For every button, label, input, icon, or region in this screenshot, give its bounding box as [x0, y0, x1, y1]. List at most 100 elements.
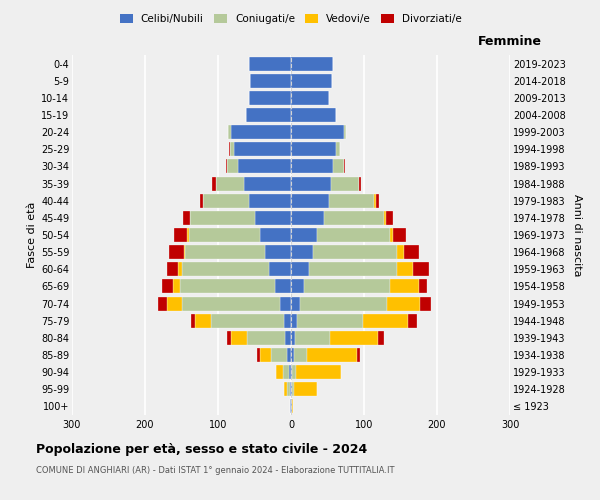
Bar — [356, 348, 359, 362]
Bar — [296, 365, 341, 379]
Bar — [250, 91, 291, 105]
Bar — [307, 348, 356, 362]
Bar — [359, 176, 361, 190]
Bar — [393, 228, 406, 242]
Bar — [246, 108, 291, 122]
Bar — [295, 331, 331, 345]
Bar — [291, 314, 297, 328]
Bar — [287, 348, 291, 362]
Bar — [180, 280, 275, 293]
Bar — [290, 400, 291, 413]
Bar — [287, 382, 290, 396]
Bar — [257, 348, 260, 362]
Bar — [173, 280, 180, 293]
Bar — [336, 142, 340, 156]
Bar — [324, 211, 384, 225]
Bar — [283, 365, 289, 379]
Bar — [292, 382, 294, 396]
Bar — [260, 348, 271, 362]
Bar — [374, 194, 376, 207]
Bar — [265, 245, 291, 259]
Bar — [376, 194, 379, 207]
Bar — [291, 280, 304, 293]
Bar — [162, 280, 173, 293]
Bar — [291, 125, 344, 139]
Bar — [169, 245, 184, 259]
Bar — [292, 365, 296, 379]
Bar — [275, 280, 291, 293]
Bar — [174, 228, 187, 242]
Bar — [158, 296, 167, 310]
Bar — [291, 142, 336, 156]
Bar — [185, 245, 265, 259]
Bar — [390, 280, 419, 293]
Bar — [388, 296, 420, 310]
Bar — [280, 296, 291, 310]
Bar — [362, 314, 408, 328]
Bar — [389, 228, 393, 242]
Bar — [332, 160, 344, 173]
Bar — [413, 262, 429, 276]
Bar — [408, 314, 416, 328]
Bar — [331, 176, 359, 190]
Bar — [291, 382, 292, 396]
Bar — [397, 245, 404, 259]
Bar — [250, 56, 291, 70]
Bar — [238, 160, 291, 173]
Bar — [167, 296, 182, 310]
Bar — [231, 125, 291, 139]
Bar — [294, 382, 317, 396]
Bar — [291, 194, 329, 207]
Text: Femmine: Femmine — [478, 35, 542, 48]
Bar — [254, 211, 291, 225]
Bar — [290, 382, 291, 396]
Bar — [178, 262, 182, 276]
Bar — [284, 382, 287, 396]
Bar — [285, 331, 291, 345]
Bar — [189, 228, 260, 242]
Bar — [378, 331, 384, 345]
Bar — [203, 194, 248, 207]
Bar — [227, 160, 238, 173]
Bar — [291, 296, 300, 310]
Bar — [194, 314, 211, 328]
Bar — [291, 176, 331, 190]
Bar — [184, 245, 185, 259]
Bar — [291, 331, 295, 345]
Bar — [291, 245, 313, 259]
Bar — [190, 211, 254, 225]
Bar — [275, 365, 283, 379]
Bar — [187, 228, 189, 242]
Bar — [250, 74, 291, 88]
Bar — [227, 331, 231, 345]
Bar — [291, 108, 336, 122]
Bar — [291, 91, 329, 105]
Bar — [191, 314, 194, 328]
Bar — [344, 125, 346, 139]
Bar — [291, 365, 292, 379]
Bar — [384, 211, 386, 225]
Bar — [228, 125, 231, 139]
Bar — [331, 331, 378, 345]
Bar — [244, 176, 291, 190]
Bar — [211, 314, 284, 328]
Y-axis label: Anni di nascita: Anni di nascita — [572, 194, 583, 276]
Bar — [212, 176, 216, 190]
Bar — [269, 262, 291, 276]
Bar — [260, 228, 291, 242]
Bar — [291, 262, 309, 276]
Bar — [309, 262, 397, 276]
Bar — [271, 348, 287, 362]
Bar — [167, 262, 178, 276]
Y-axis label: Fasce di età: Fasce di età — [26, 202, 37, 268]
Bar — [404, 245, 419, 259]
Bar — [226, 160, 227, 173]
Legend: Celibi/Nubili, Coniugati/e, Vedovi/e, Divorziati/e: Celibi/Nubili, Coniugati/e, Vedovi/e, Di… — [116, 10, 466, 29]
Bar — [292, 400, 293, 413]
Bar — [291, 400, 292, 413]
Bar — [397, 262, 413, 276]
Bar — [291, 56, 332, 70]
Bar — [182, 262, 269, 276]
Bar — [200, 194, 203, 207]
Bar — [300, 296, 388, 310]
